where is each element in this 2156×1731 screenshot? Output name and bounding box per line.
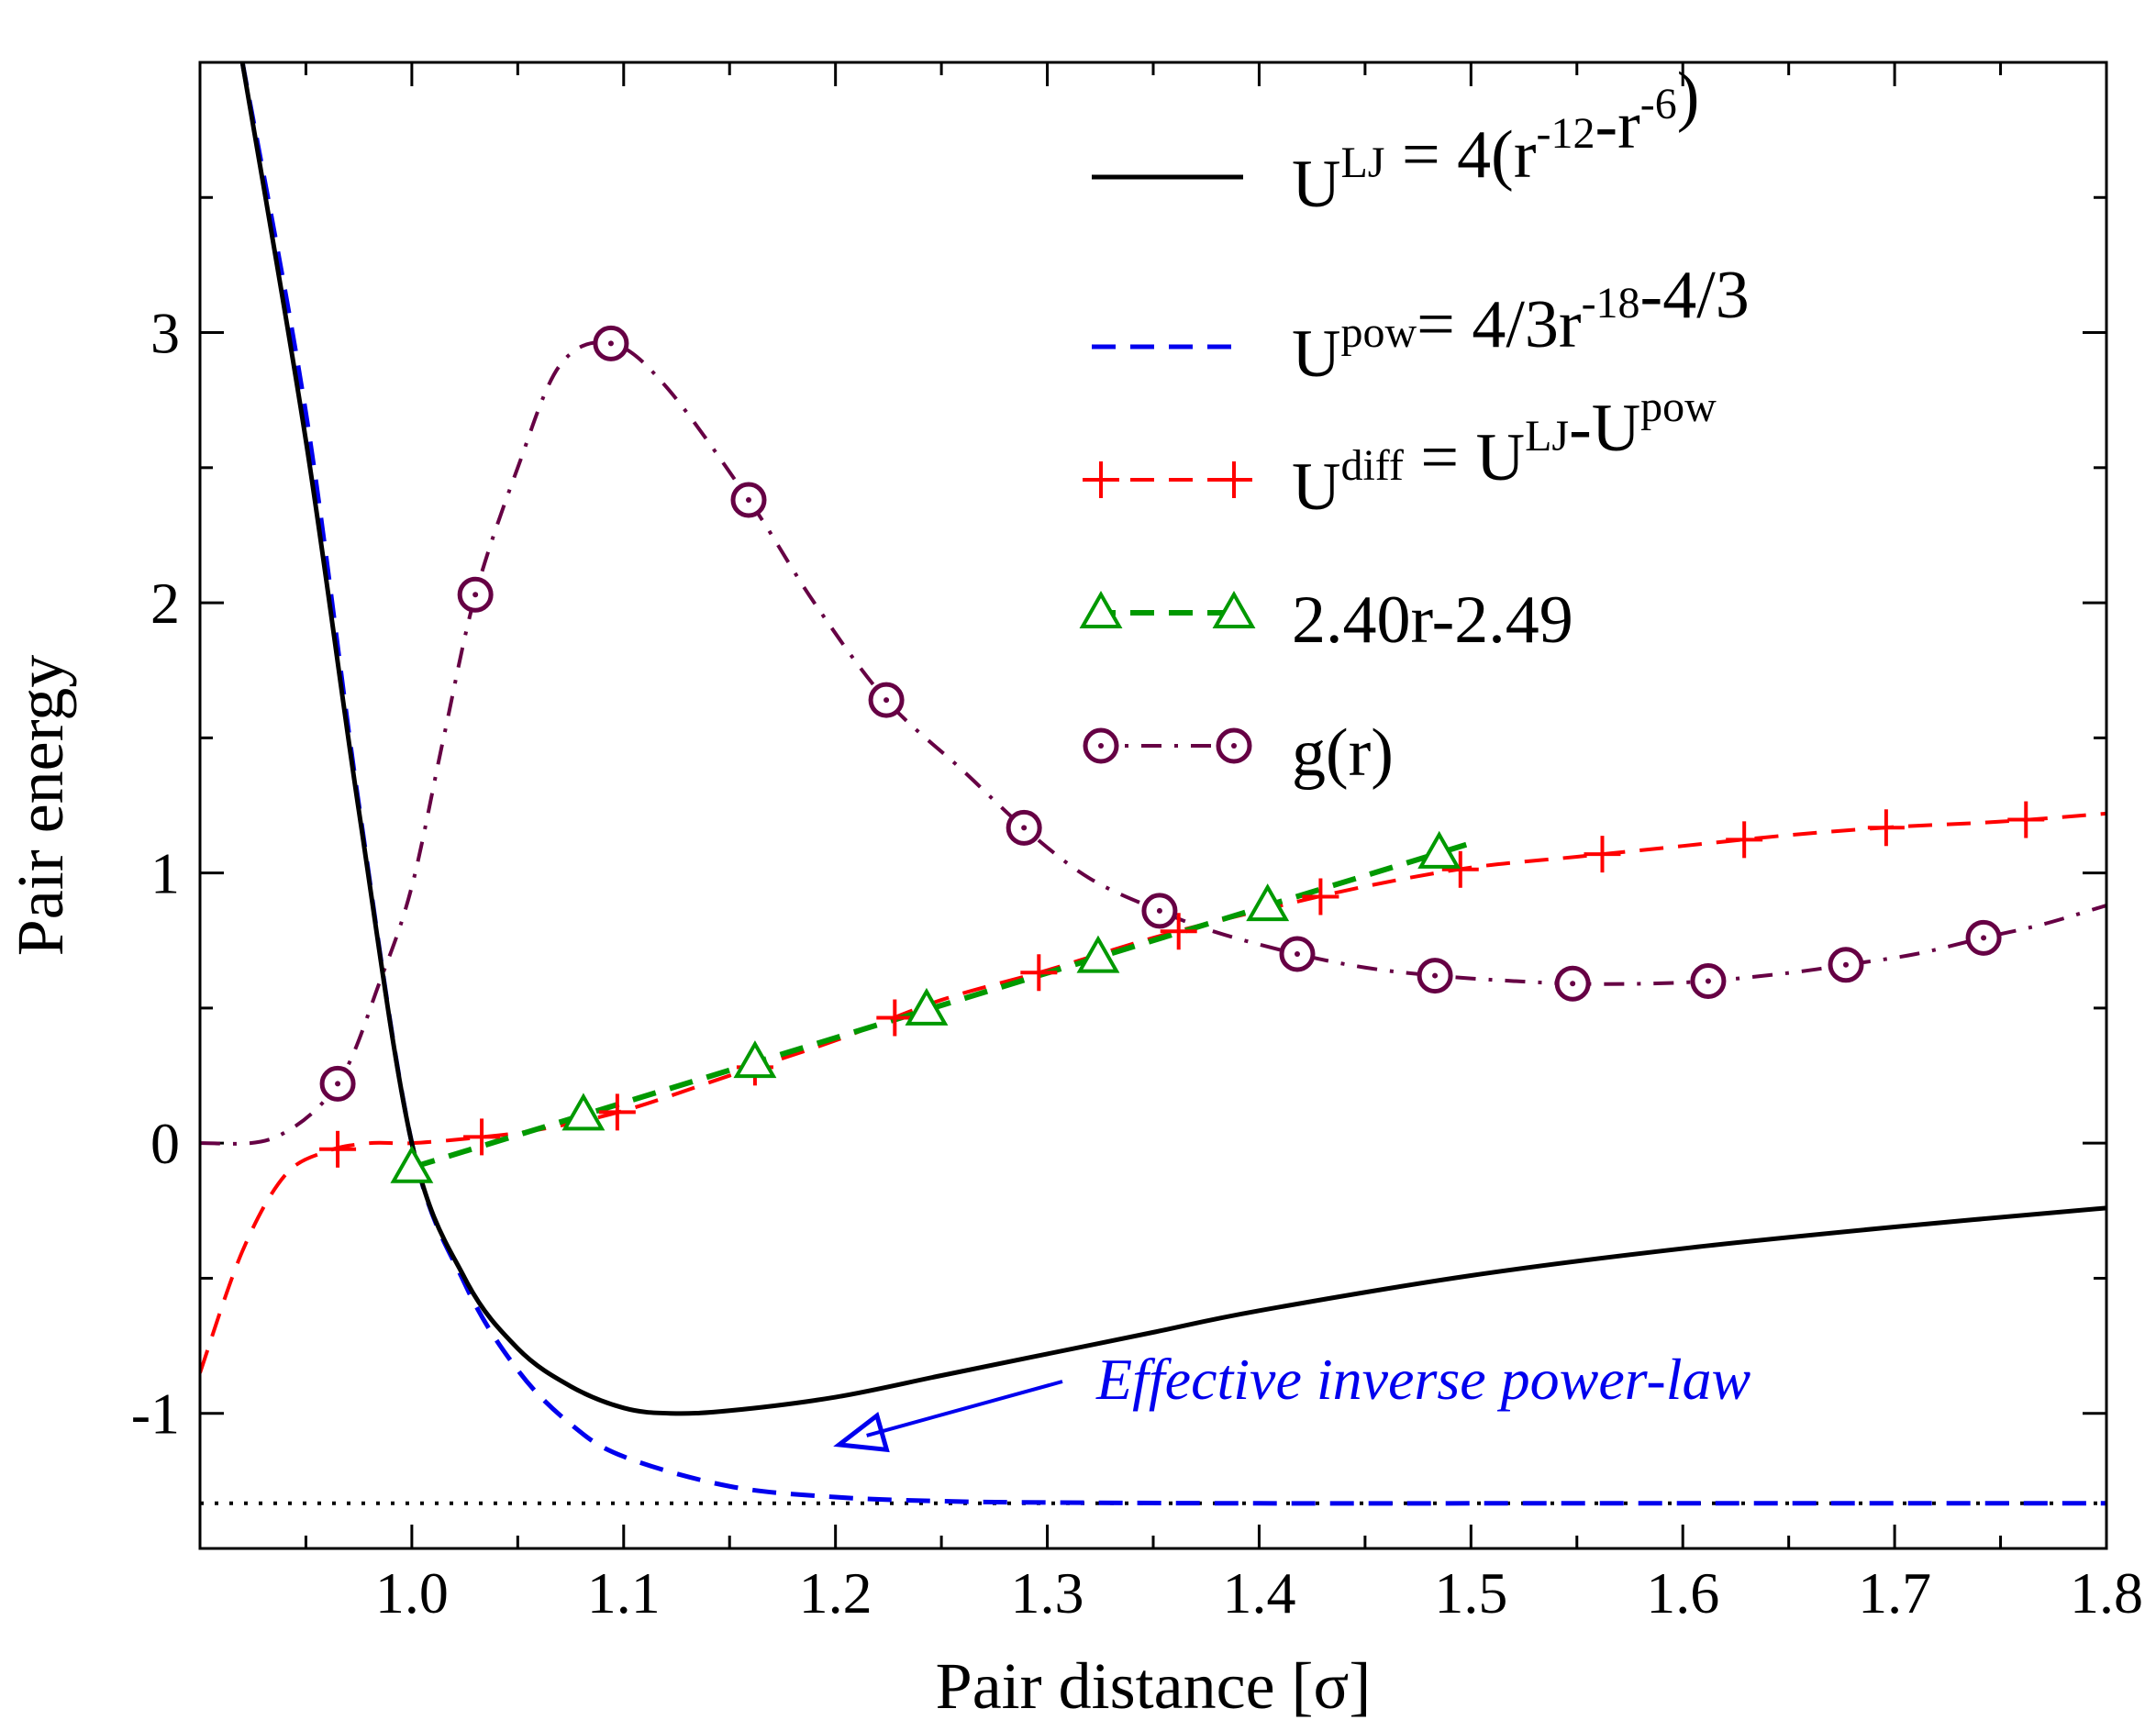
x-tick-label: 1.6 [1646,1560,1719,1626]
legend-label: Udiff = ULJ-Upow [1292,383,1717,525]
legend-item-gr: g(r) [1083,716,1394,791]
series-gr-marker [319,1065,356,1102]
legend: ULJ = 4(r-12-r-6) Upow= 4/3r-18-4/3Udiff … [1079,59,1750,791]
series-gr-marker [1965,919,2002,956]
legend-item-udiff: Udiff = ULJ-Upow [1083,383,1717,525]
y-tick-label: -1 [131,1381,180,1447]
y-axis-title: Pair energy [4,655,77,957]
series-gr-marker [1417,958,1453,994]
series-gr-marker [457,576,494,613]
y-tick-label: 1 [150,841,180,906]
x-tick-label: 1.5 [1434,1560,1507,1626]
x-tick-label: 1.0 [375,1560,449,1626]
annotation-arrow [866,1380,1063,1437]
legend-sample-marker [1216,727,1252,764]
legend-sample-marker [1083,727,1119,764]
series-udiff-marker [1584,836,1621,873]
x-tick-label: 1.7 [1858,1560,1931,1626]
series-gr-marker [1690,962,1727,999]
legend-item-ulj: ULJ = 4(r-12-r-6) [1092,59,1699,222]
legend-sample-marker [1216,461,1252,498]
legend-item-upow: Upow= 4/3r-18-4/3 [1092,258,1750,392]
series-gr-marker [593,325,629,361]
x-tick-label: 1.2 [799,1560,872,1626]
series-linear-marker [1076,935,1120,973]
series-linear-line [411,840,1473,1171]
legend-label: g(r) [1292,716,1394,791]
series-udiff-marker [2007,801,2045,838]
legend-sample-marker [1212,590,1256,628]
series-linear-marker [905,987,949,1026]
series-udiff-marker [319,1130,357,1168]
legend-sample-marker [1079,590,1123,628]
annotation: Effective inverse power-law [833,1347,1750,1453]
series-gr-marker [868,682,905,718]
y-tick-label: 0 [150,1111,180,1176]
series-gr-marker [1828,947,1864,983]
series-udiff-marker [463,1118,501,1156]
legend-label: Upow= 4/3r-18-4/3 [1292,258,1750,392]
series-udiff-marker [1302,878,1339,915]
x-tick-label: 1.4 [1222,1560,1295,1626]
plot-frame [198,61,2108,1550]
x-tick-label: 1.8 [2070,1560,2143,1626]
series-ulj-line [239,62,2106,1416]
series-gr-marker [1006,809,1042,846]
annotation-arrowhead [833,1411,890,1453]
annotation-text: Effective inverse power-law [1095,1347,1750,1412]
legend-label: 2.40r-2.49 [1292,583,1573,658]
x-axis-title: Pair distance [σ] [936,1649,1372,1723]
series-udiff-marker [598,1093,636,1131]
series-gr-marker [1279,936,1316,972]
series-gr-marker [1554,965,1591,1002]
series-linear-marker [561,1093,606,1131]
series-udiff-marker [1726,821,1763,859]
x-tick-label: 1.3 [1011,1560,1084,1626]
series-udiff-marker [876,999,914,1037]
series-udiff-marker [1441,850,1479,888]
x-tick-label: 1.1 [587,1560,661,1626]
series-gr-marker [730,482,767,518]
series-udiff-marker [1160,913,1197,950]
y-tick-label: 2 [150,571,180,636]
series-gr-marker [1141,893,1178,929]
y-tick-label: 3 [150,301,180,366]
series-linear-marker [733,1040,777,1079]
series-udiff-marker [1867,809,1905,847]
series-linear-marker [1417,830,1461,869]
legend-item-linear: 2.40r-2.49 [1079,583,1573,658]
series-udiff-marker [1020,954,1058,992]
series-linear-marker [390,1145,434,1183]
series-linear-marker [1246,883,1290,922]
legend-sample-marker [1083,461,1119,498]
legend-label: ULJ = 4(r-12-r-6) [1292,59,1699,222]
